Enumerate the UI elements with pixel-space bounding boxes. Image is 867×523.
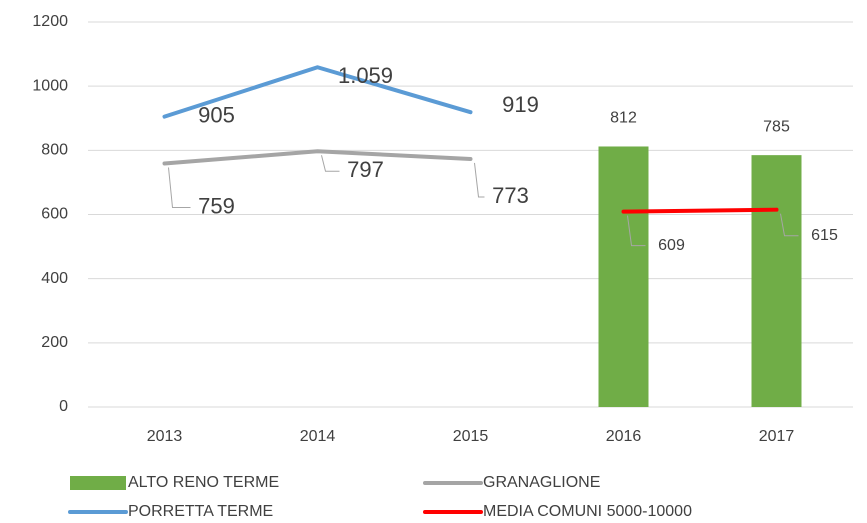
leader-line [780,213,799,237]
line [621,207,779,214]
y-tick-label: 0 [59,398,68,415]
data-label: 919 [502,92,539,117]
y-tick-label: 600 [41,206,68,223]
x-tick-label: 2015 [453,428,489,445]
legend-label: MEDIA COMUNI 5000-10000 [483,503,692,520]
data-label: 609 [658,237,685,254]
bar [751,155,802,407]
legend-label: PORRETTA TERME [128,503,273,520]
leader-line [627,215,646,247]
data-label: 797 [347,157,384,182]
legend-label: GRANAGLIONE [483,474,600,491]
y-tick-label: 800 [41,142,68,159]
data-label: 785 [763,118,790,135]
data-label: 905 [198,102,235,127]
line [162,149,473,166]
data-label: 812 [610,110,637,127]
x-tick-label: 2017 [759,428,795,445]
y-tick-label: 200 [41,334,68,351]
data-label: 1.059 [338,63,393,88]
leader-line [474,162,485,198]
data-label: 773 [492,183,529,208]
line [162,65,473,119]
x-tick-label: 2013 [147,428,183,445]
y-tick-label: 1000 [32,77,68,94]
legend-label: ALTO RENO TERME [128,474,279,491]
legend-swatch [70,476,126,490]
y-tick-label: 1200 [32,13,68,30]
x-tick-label: 2016 [606,428,642,445]
data-label: 615 [811,227,838,244]
leader-line [321,155,340,172]
bar [598,146,649,407]
leader-line [168,167,191,208]
data-label: 759 [198,193,235,218]
x-tick-label: 2014 [300,428,336,445]
y-tick-label: 400 [41,270,68,287]
